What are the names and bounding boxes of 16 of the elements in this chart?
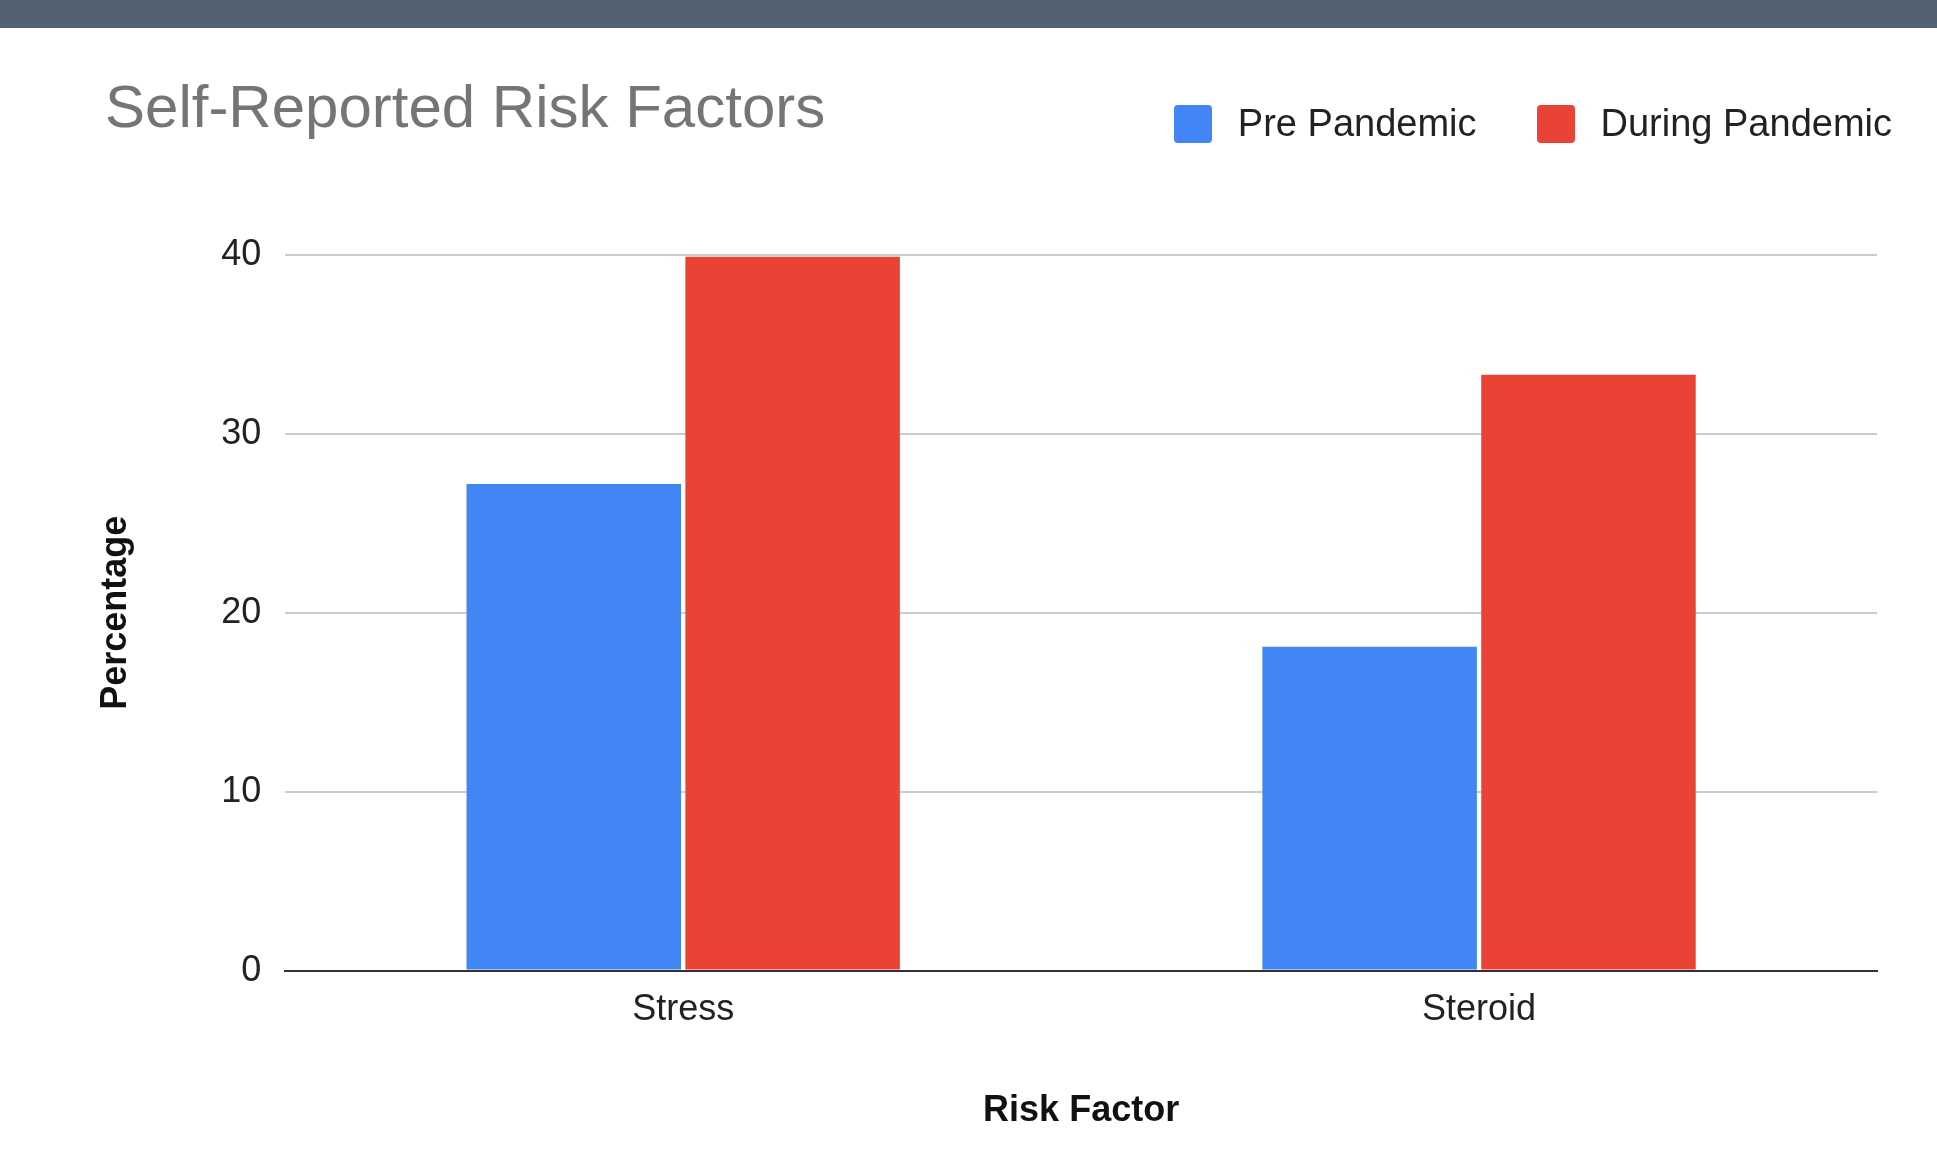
y-tick-label: 0	[241, 947, 262, 989]
legend-label: Pre Pandemic	[1237, 102, 1477, 145]
bar	[466, 483, 681, 970]
y-tick-label: 30	[221, 410, 262, 452]
bar	[1262, 646, 1477, 970]
y-tick-label: 20	[221, 589, 262, 631]
x-axis-title: Risk Factor	[983, 1088, 1180, 1130]
y-axis-title: Percentage	[92, 515, 134, 710]
bar	[685, 256, 900, 970]
x-tick-label: Steroid	[1422, 987, 1537, 1029]
x-tick-label: Stress	[632, 987, 735, 1029]
y-tick-label: 10	[221, 768, 262, 810]
bar	[1481, 374, 1696, 970]
legend-label: During Pandemic	[1600, 102, 1892, 145]
chart-title: Self-Reported Risk Factors	[105, 72, 826, 141]
y-tick-label: 40	[221, 231, 262, 273]
